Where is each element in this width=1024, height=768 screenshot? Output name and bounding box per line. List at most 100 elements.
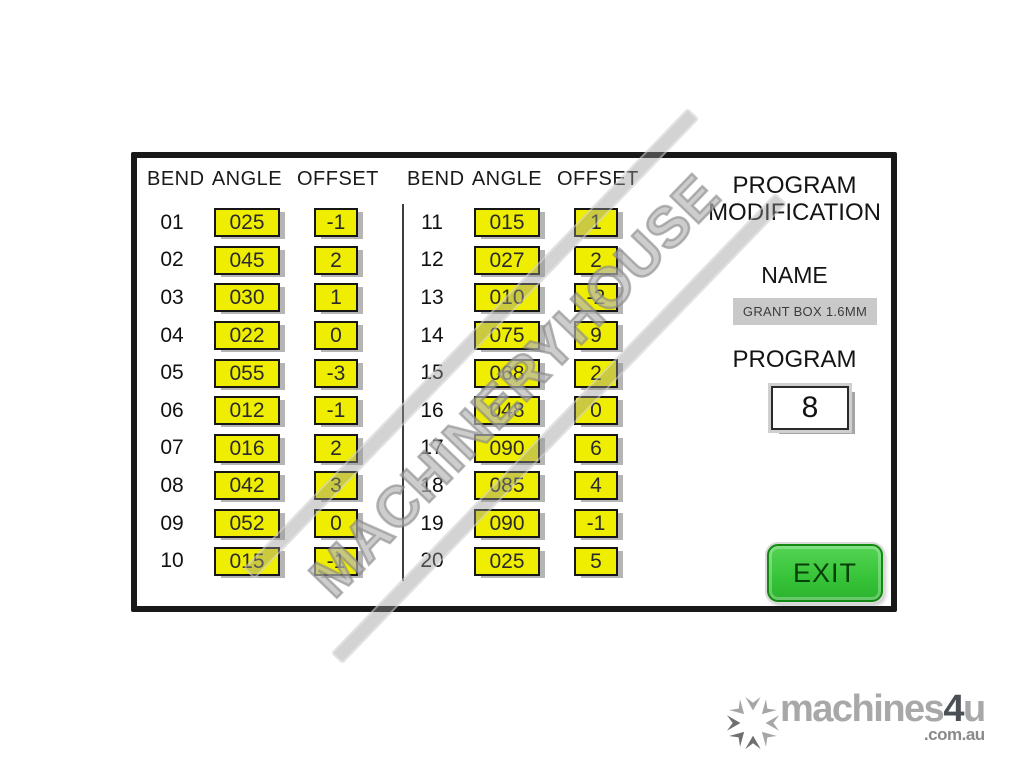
angle-value-box[interactable]: 016 xyxy=(214,433,280,463)
offset-value-box[interactable]: 1 xyxy=(314,283,358,313)
angle-value-box[interactable]: 027 xyxy=(474,245,540,275)
angle-value-box[interactable]: 048 xyxy=(474,396,540,426)
offset-value-box[interactable]: 1 xyxy=(574,208,618,238)
bend-row: 01 025 -1 xyxy=(147,204,375,242)
page-title-line2: MODIFICATION xyxy=(708,199,881,226)
bend-number: 15 xyxy=(420,361,444,385)
program-number-field[interactable]: 8 xyxy=(771,386,849,430)
offset-value-box[interactable]: 0 xyxy=(314,321,358,351)
offset-value-box[interactable]: 0 xyxy=(574,396,618,426)
bend-header: BEND xyxy=(147,167,205,190)
offset-value-box[interactable]: -1 xyxy=(314,208,358,238)
angle-value-box[interactable]: 045 xyxy=(214,245,280,275)
bend-number: 05 xyxy=(160,361,184,385)
bend-number: 17 xyxy=(420,436,444,460)
bend-row: 15 068 2 xyxy=(407,354,635,392)
bend-number: 07 xyxy=(160,436,184,460)
bend-row: 20 025 5 xyxy=(407,542,635,580)
exit-button[interactable]: EXIT xyxy=(767,544,883,602)
program-modification-panel: BEND ANGLE OFFSET 01 025 -1 02 045 2 03 030 1 04 0… xyxy=(131,107,897,665)
page-title-line1: PROGRAM xyxy=(732,172,857,199)
bend-group-right: BEND ANGLE OFFSET 11 015 1 12 027 2 13 010 -2 14 0… xyxy=(407,164,639,580)
bend-row: 12 027 2 xyxy=(407,242,635,280)
offset-value-box[interactable]: 2 xyxy=(574,358,618,388)
angle-value-box[interactable]: 025 xyxy=(474,546,540,576)
offset-header: OFFSET xyxy=(297,167,379,190)
angle-value-box[interactable]: 055 xyxy=(214,358,280,388)
angle-value-box[interactable]: 022 xyxy=(214,321,280,351)
bend-number: 19 xyxy=(420,511,444,535)
bend-number: 06 xyxy=(160,398,184,422)
offset-value-box[interactable]: 4 xyxy=(574,471,618,501)
offset-value-box[interactable]: -1 xyxy=(314,546,358,576)
offset-value-box[interactable]: 5 xyxy=(574,546,618,576)
angle-value-box[interactable]: 075 xyxy=(474,321,540,351)
angle-value-box[interactable]: 068 xyxy=(474,358,540,388)
bend-row: 13 010 -2 xyxy=(407,279,635,317)
bend-row: 06 012 -1 xyxy=(147,392,375,430)
offset-value-box[interactable]: -2 xyxy=(574,283,618,313)
bend-number: 08 xyxy=(160,473,184,497)
offset-value-box[interactable]: 0 xyxy=(314,509,358,539)
bend-header: BEND xyxy=(407,167,465,190)
bend-row: 17 090 6 xyxy=(407,430,635,468)
offset-header: OFFSET xyxy=(557,167,639,190)
angle-header: ANGLE xyxy=(211,167,283,190)
column-headers-right: BEND ANGLE OFFSET xyxy=(407,164,639,194)
angle-value-box[interactable]: 025 xyxy=(214,208,280,238)
brand-domain: .com.au xyxy=(923,725,985,744)
offset-value-box[interactable]: -1 xyxy=(314,396,358,426)
column-headers-left: BEND ANGLE OFFSET xyxy=(147,164,379,194)
bend-row: 14 075 9 xyxy=(407,317,635,355)
bend-number: 13 xyxy=(420,285,444,309)
angle-value-box[interactable]: 012 xyxy=(214,396,280,426)
bend-number: 16 xyxy=(420,398,444,422)
bend-row: 11 015 1 xyxy=(407,204,635,242)
brand-part-u: u xyxy=(962,688,986,730)
offset-value-box[interactable]: -3 xyxy=(314,358,358,388)
angle-value-box[interactable]: 090 xyxy=(474,433,540,463)
angle-value-box[interactable]: 042 xyxy=(214,471,280,501)
bend-number: 01 xyxy=(160,210,184,234)
bend-number: 14 xyxy=(420,323,444,347)
angle-header: ANGLE xyxy=(471,167,543,190)
bend-row: 09 052 0 xyxy=(147,505,375,543)
angle-value-box[interactable]: 030 xyxy=(214,283,280,313)
bend-row: 07 016 2 xyxy=(147,430,375,468)
brand-part-4: 4 xyxy=(943,688,964,730)
bend-row: 19 090 -1 xyxy=(407,505,635,543)
bend-number: 04 xyxy=(160,323,184,347)
offset-value-box[interactable]: 9 xyxy=(574,321,618,351)
program-name-field[interactable]: GRANT BOX 1.6MM xyxy=(733,298,877,325)
bend-row: 03 030 1 xyxy=(147,279,375,317)
angle-value-box[interactable]: 090 xyxy=(474,509,540,539)
bend-row: 18 085 4 xyxy=(407,467,635,505)
bend-number: 09 xyxy=(160,511,184,535)
angle-value-box[interactable]: 052 xyxy=(214,509,280,539)
brand-text: machines4u .com.au xyxy=(780,688,986,745)
bend-rows-left: 01 025 -1 02 045 2 03 030 1 04 022 0 05 055 -3 06 012 -1 0… xyxy=(147,204,375,580)
bend-number: 03 xyxy=(160,285,184,309)
bend-row: 02 045 2 xyxy=(147,242,375,280)
brand-part-machines: machines xyxy=(780,688,945,730)
group-divider-line xyxy=(402,204,404,581)
bend-row: 05 055 -3 xyxy=(147,354,375,392)
angle-value-box[interactable]: 010 xyxy=(474,283,540,313)
offset-value-box[interactable]: 2 xyxy=(314,433,358,463)
bend-number: 12 xyxy=(420,248,444,272)
bend-row: 04 022 0 xyxy=(147,317,375,355)
brand-wordmark: machines4u xyxy=(780,688,986,730)
angle-value-box[interactable]: 015 xyxy=(474,208,540,238)
offset-value-box[interactable]: 2 xyxy=(314,245,358,275)
machines4u-logo: machines4u .com.au xyxy=(724,688,986,754)
offset-value-box[interactable]: 2 xyxy=(574,245,618,275)
bend-rows-right: 11 015 1 12 027 2 13 010 -2 14 075 9 15 068 2 16 048 0 17 0… xyxy=(407,204,635,580)
name-label: NAME xyxy=(761,262,828,288)
angle-value-box[interactable]: 085 xyxy=(474,471,540,501)
offset-value-box[interactable]: 6 xyxy=(574,433,618,463)
offset-value-box[interactable]: 3 xyxy=(314,471,358,501)
angle-value-box[interactable]: 015 xyxy=(214,546,280,576)
offset-value-box[interactable]: -1 xyxy=(574,509,618,539)
bend-number: 02 xyxy=(160,248,184,272)
bend-number: 20 xyxy=(420,549,444,573)
